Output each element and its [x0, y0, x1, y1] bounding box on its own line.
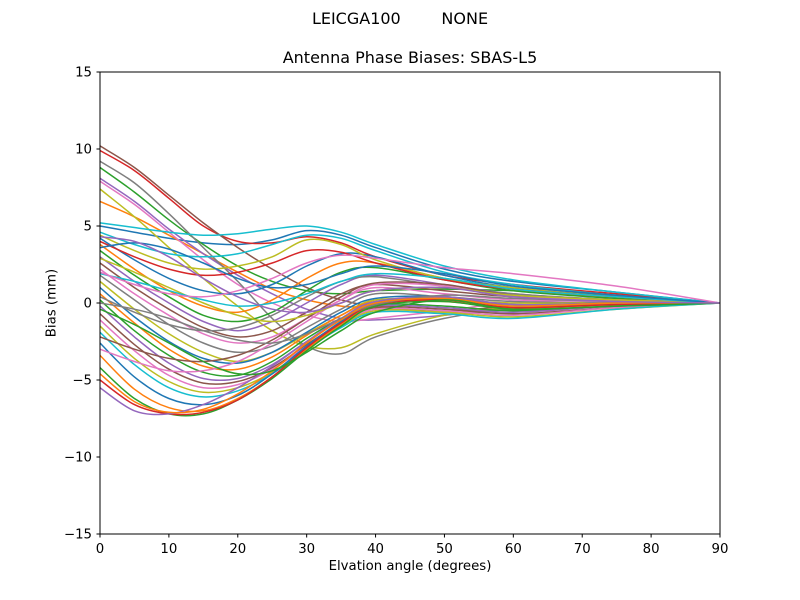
x-tick-label: 60: [505, 542, 522, 557]
x-tick-label: 80: [643, 542, 660, 557]
x-axis-label: Elvation angle (degrees): [328, 559, 492, 574]
series-line-curve-45: [99, 236, 721, 314]
chart-title: Antenna Phase Biases: SBAS-L5: [282, 48, 538, 67]
x-tick-label: 30: [298, 542, 315, 557]
axis-ticks: 0 10 20 30 40 50 60 70 80 90 −15 −10 −5 0 5 10 15: [64, 66, 729, 558]
y-tick-label: −10: [64, 451, 92, 466]
series-line-curve-01: [99, 225, 721, 304]
series-line-curve-23: [99, 299, 721, 377]
series-line-curve-06: [99, 145, 721, 312]
series-line-curve-42: [99, 297, 721, 414]
x-tick-label: 40: [367, 542, 384, 557]
series-line-curve-35: [99, 295, 721, 416]
y-tick-label: −15: [64, 528, 92, 543]
y-tick-label: 10: [75, 143, 92, 158]
series-line-curve-14: [99, 234, 721, 304]
series-line-curve-04: [99, 149, 721, 304]
series-line-curve-39: [99, 257, 721, 323]
plot-spines: [99, 71, 721, 535]
y-tick-label: −5: [72, 374, 92, 389]
x-tick-label: 90: [712, 542, 729, 557]
x-tick-label: 50: [436, 542, 453, 557]
figure-suptitle: LEICGA100 NONE: [311, 9, 489, 28]
x-tick-label: 10: [160, 542, 177, 557]
series-line-curve-20: [99, 231, 721, 304]
series-line-curve-40: [99, 272, 721, 307]
y-tick-label: 5: [84, 220, 92, 235]
series-line-curve-43: [99, 254, 721, 304]
series-line-curve-10: [99, 222, 721, 304]
x-tick-label: 20: [229, 542, 246, 557]
y-tick-label: 0: [84, 297, 92, 312]
y-axis-label: Bias (mm): [44, 268, 60, 338]
y-tick-label: 15: [75, 66, 92, 81]
series-lines: [99, 145, 721, 417]
x-tick-label: 0: [96, 542, 104, 557]
x-tick-label: 70: [574, 542, 591, 557]
series-line-curve-13: [99, 249, 721, 323]
series-line-curve-41: [99, 242, 721, 304]
series-line-curve-28: [99, 275, 721, 332]
series-line-curve-44: [99, 299, 721, 376]
